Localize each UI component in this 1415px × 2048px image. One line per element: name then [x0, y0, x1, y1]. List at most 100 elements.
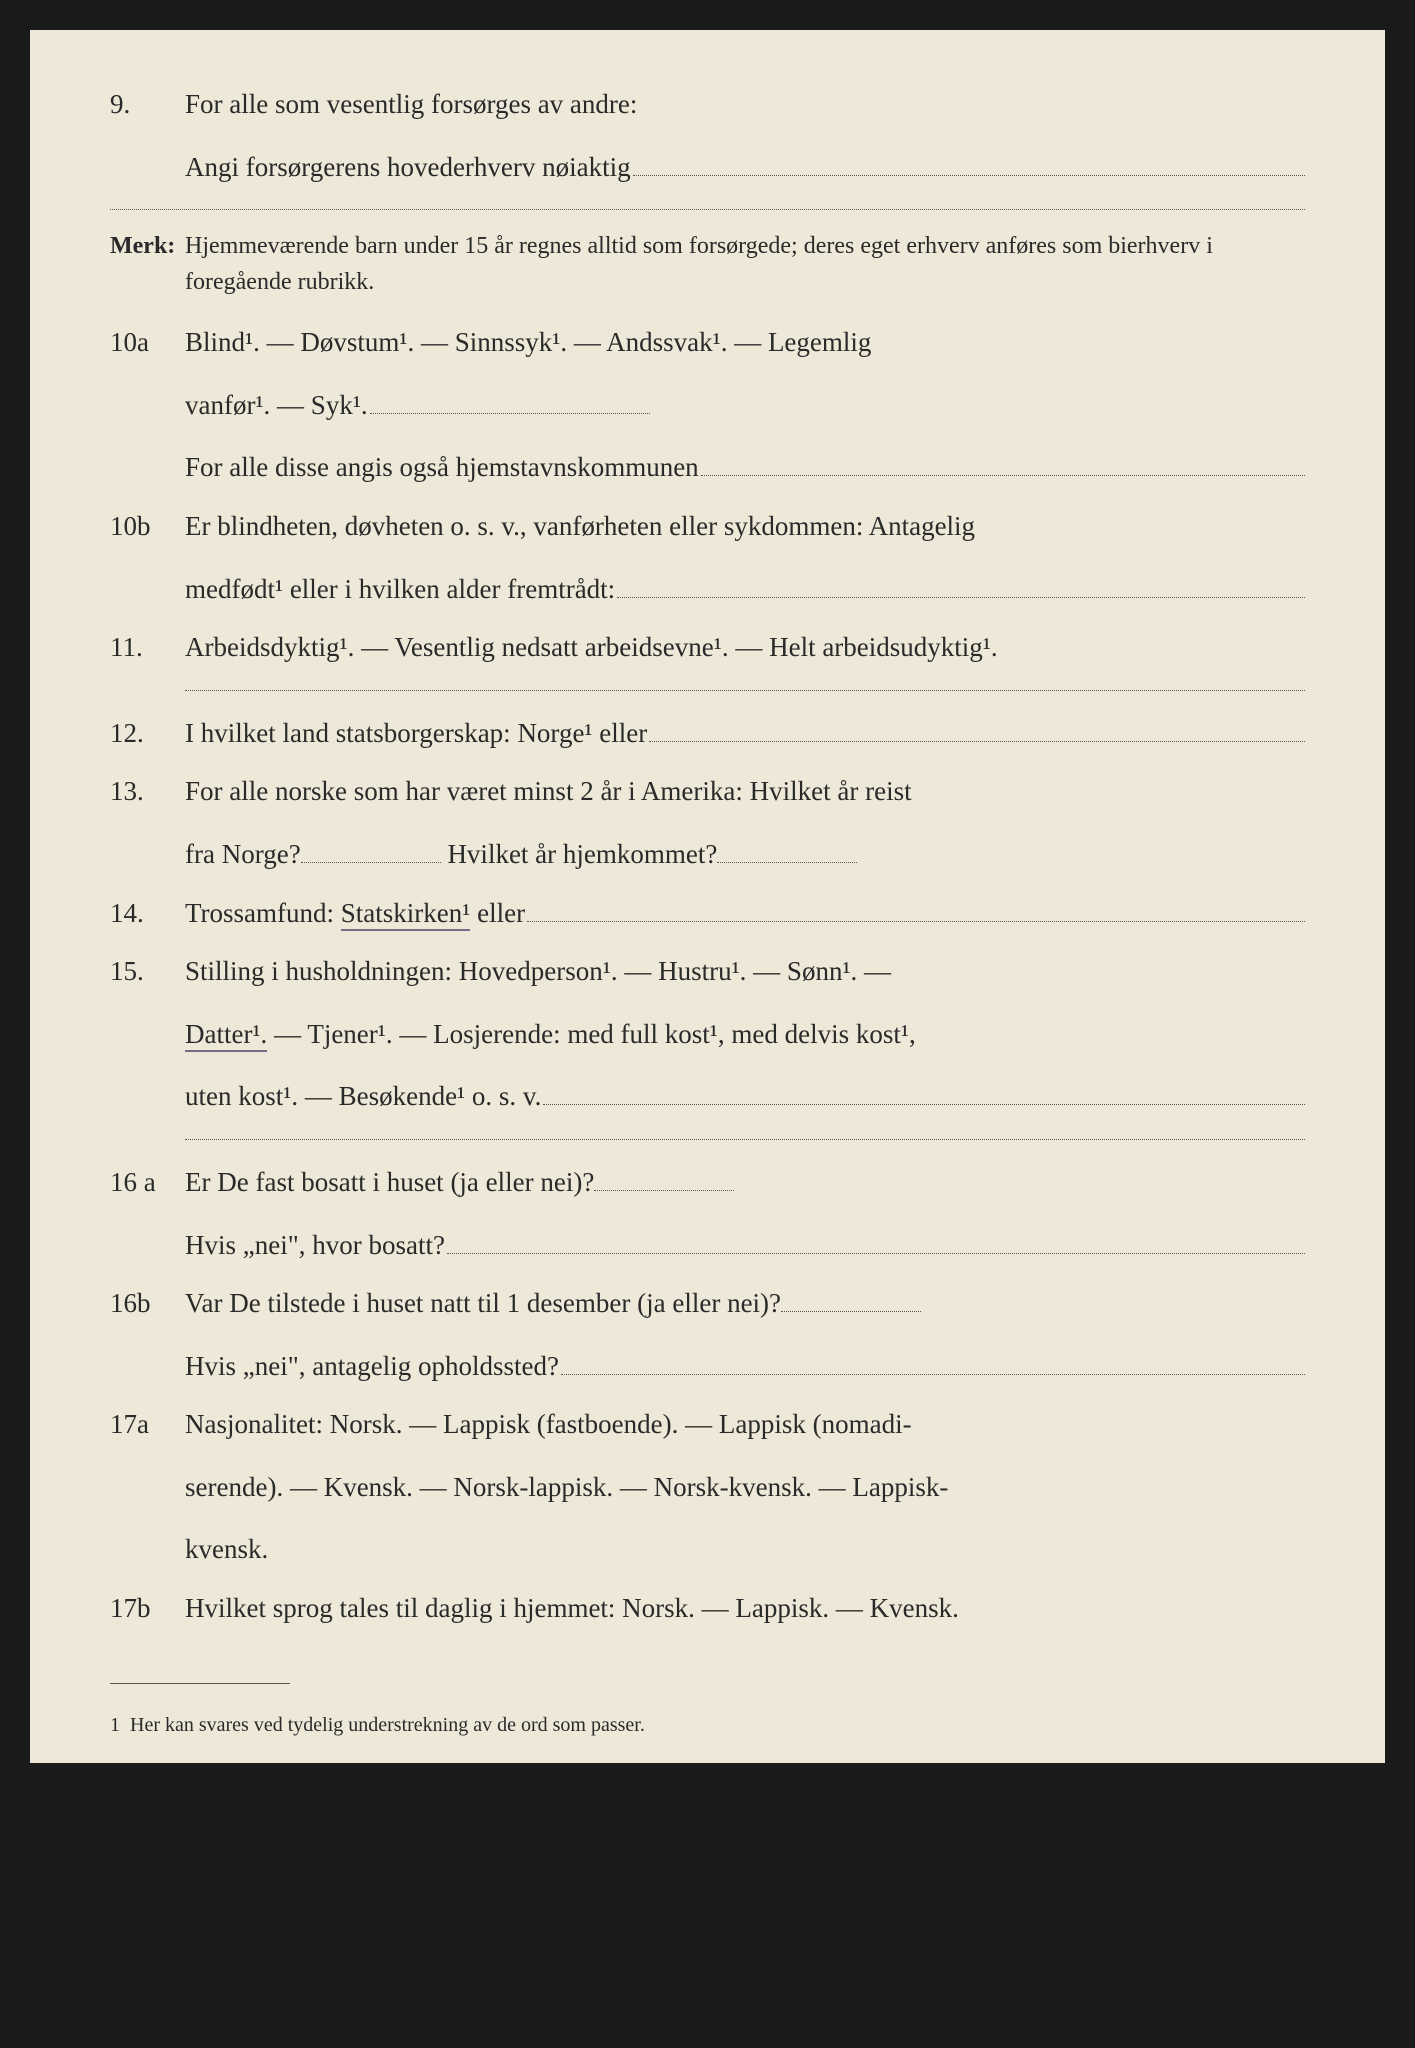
- dotted-fill-line: [781, 1311, 921, 1312]
- question-content: Trossamfund: Statskirken¹ eller: [185, 889, 1305, 938]
- dotted-fill-line: [649, 741, 1305, 742]
- dotted-fill-line: [594, 1190, 734, 1191]
- question-text-row: Var De tilstede i huset natt til 1 desem…: [185, 1279, 1305, 1328]
- footnote-number: 1: [110, 1714, 120, 1736]
- question-text: kvensk.: [185, 1525, 1305, 1574]
- dotted-separator: [185, 1139, 1305, 1140]
- question-text: Hvilket sprog tales til daglig i hjemmet…: [185, 1584, 1305, 1633]
- question-10b: 10b Er blindheten, døvheten o. s. v., va…: [110, 502, 1305, 613]
- fill-line-row: Hvis „nei", hvor bosatt?: [185, 1221, 1305, 1270]
- note-label: Merk:: [110, 228, 185, 300]
- hand-underlined-text: Statskirken¹: [341, 898, 471, 931]
- question-text: uten kost¹. — Besøkende¹ o. s. v.: [185, 1072, 541, 1121]
- question-number: 16b: [110, 1279, 185, 1390]
- question-16b: 16b Var De tilstede i huset natt til 1 d…: [110, 1279, 1305, 1390]
- fill-line-row: vanfør¹. — Syk¹.: [185, 381, 1305, 430]
- question-content: Arbeidsdyktig¹. — Vesentlig nedsatt arbe…: [185, 623, 1305, 672]
- question-text: I hvilket land statsborgerskap: Norge¹ e…: [185, 709, 647, 758]
- question-number: 11.: [110, 623, 185, 672]
- question-content: Er blindheten, døvheten o. s. v., vanfør…: [185, 502, 1305, 613]
- question-17a: 17a Nasjonalitet: Norsk. — Lappisk (fast…: [110, 1400, 1305, 1574]
- question-text: Stilling i husholdningen: Hovedperson¹. …: [185, 947, 1305, 996]
- question-11: 11. Arbeidsdyktig¹. — Vesentlig nedsatt …: [110, 623, 1305, 672]
- question-text: Hvilket år hjemkommet?: [447, 839, 717, 869]
- hand-underlined-text: Datter¹.: [185, 1019, 267, 1052]
- question-number: 13.: [110, 767, 185, 878]
- question-text: Trossamfund: Statskirken¹ eller: [185, 889, 525, 938]
- dotted-fill-line: [717, 862, 857, 863]
- fill-line-row: Hvis „nei", antagelig opholdssted?: [185, 1342, 1305, 1391]
- question-content: For alle som vesentlig forsørges av andr…: [185, 80, 1305, 191]
- fill-line-row: uten kost¹. — Besøkende¹ o. s. v.: [185, 1072, 1305, 1121]
- question-number: 14.: [110, 889, 185, 938]
- dotted-fill-line: [617, 597, 1305, 598]
- question-13: 13. For alle norske som har været minst …: [110, 767, 1305, 878]
- note-text: Hjemmeværende barn under 15 år regnes al…: [185, 228, 1305, 300]
- fill-line-row: For alle disse angis også hjemstavnskomm…: [185, 443, 1305, 492]
- question-text: — Tjener¹. — Losjerende: med full kost¹,…: [267, 1019, 915, 1049]
- question-15: 15. Stilling i husholdningen: Hovedperso…: [110, 947, 1305, 1121]
- question-text: vanfør¹. — Syk¹.: [185, 381, 368, 430]
- document-page: 9. For alle som vesentlig forsørges av a…: [30, 30, 1385, 1763]
- question-number: 10a: [110, 318, 185, 492]
- question-number: 15.: [110, 947, 185, 1121]
- question-text: For alle disse angis også hjemstavnskomm…: [185, 443, 699, 492]
- question-text: Nasjonalitet: Norsk. — Lappisk (fastboen…: [185, 1400, 1305, 1449]
- question-text: medfødt¹ eller i hvilken alder fremtrådt…: [185, 565, 615, 614]
- footnote-rule: [110, 1683, 290, 1692]
- question-text-row: Datter¹. — Tjener¹. — Losjerende: med fu…: [185, 1010, 1305, 1059]
- question-12: 12. I hvilket land statsborgerskap: Norg…: [110, 709, 1305, 758]
- question-number: 10b: [110, 502, 185, 613]
- question-17b: 17b Hvilket sprog tales til daglig i hje…: [110, 1584, 1305, 1633]
- footnote-block: 1 Her kan svares ved tydelig understrekn…: [110, 1653, 1305, 1744]
- question-text: serende). — Kvensk. — Norsk-lappisk. — N…: [185, 1463, 1305, 1512]
- question-content: Blind¹. — Døvstum¹. — Sinnssyk¹. — Andss…: [185, 318, 1305, 492]
- question-content: Er De fast bosatt i huset (ja eller nei)…: [185, 1158, 1305, 1269]
- footnote-text: 1 Her kan svares ved tydelig understrekn…: [110, 1707, 1305, 1743]
- question-content: Hvilket sprog tales til daglig i hjemmet…: [185, 1584, 1305, 1633]
- question-text: Var De tilstede i huset natt til 1 desem…: [185, 1288, 781, 1318]
- text-prefix: Trossamfund:: [185, 898, 341, 928]
- question-number: 12.: [110, 709, 185, 758]
- question-content: Nasjonalitet: Norsk. — Lappisk (fastboen…: [185, 1400, 1305, 1574]
- dotted-fill-line: [301, 862, 441, 863]
- question-text: For alle som vesentlig forsørges av andr…: [185, 80, 1305, 129]
- question-content: For alle norske som har været minst 2 år…: [185, 767, 1305, 878]
- question-content: Var De tilstede i huset natt til 1 desem…: [185, 1279, 1305, 1390]
- question-text: Blind¹. — Døvstum¹. — Sinnssyk¹. — Andss…: [185, 318, 1305, 367]
- question-9: 9. For alle som vesentlig forsørges av a…: [110, 80, 1305, 191]
- question-text: Arbeidsdyktig¹. — Vesentlig nedsatt arbe…: [185, 623, 1305, 672]
- question-text-row: fra Norge? Hvilket år hjemkommet?: [185, 830, 1305, 879]
- question-text: Angi forsørgerens hovederhverv nøiaktig: [185, 143, 631, 192]
- question-content: I hvilket land statsborgerskap: Norge¹ e…: [185, 709, 1305, 758]
- question-text: Hvis „nei", antagelig opholdssted?: [185, 1342, 559, 1391]
- question-number: 16 a: [110, 1158, 185, 1269]
- question-text: fra Norge?: [185, 839, 301, 869]
- dotted-fill-line: [561, 1374, 1305, 1375]
- question-text: Er blindheten, døvheten o. s. v., vanfør…: [185, 502, 1305, 551]
- fill-line-row: medfødt¹ eller i hvilken alder fremtrådt…: [185, 565, 1305, 614]
- dotted-fill-line: [447, 1253, 1305, 1254]
- dotted-fill-line: [633, 175, 1305, 176]
- question-number: 17b: [110, 1584, 185, 1633]
- dotted-fill-line: [370, 413, 650, 414]
- question-text-row: Er De fast bosatt i huset (ja eller nei)…: [185, 1158, 1305, 1207]
- question-text: For alle norske som har været minst 2 år…: [185, 767, 1305, 816]
- text-suffix: eller: [470, 898, 525, 928]
- question-text: Hvis „nei", hvor bosatt?: [185, 1221, 445, 1270]
- dotted-separator: [110, 209, 1305, 210]
- dotted-fill-line: [543, 1104, 1305, 1105]
- dotted-separator: [185, 690, 1305, 691]
- question-14: 14. Trossamfund: Statskirken¹ eller: [110, 889, 1305, 938]
- question-number: 17a: [110, 1400, 185, 1574]
- dotted-fill-line: [701, 475, 1305, 476]
- question-text: Er De fast bosatt i huset (ja eller nei)…: [185, 1167, 594, 1197]
- question-number: 9.: [110, 80, 185, 191]
- footnote-content: Her kan svares ved tydelig understreknin…: [130, 1714, 645, 1736]
- fill-line-row: Angi forsørgerens hovederhverv nøiaktig: [185, 143, 1305, 192]
- dotted-fill-line: [527, 921, 1305, 922]
- question-16a: 16 a Er De fast bosatt i huset (ja eller…: [110, 1158, 1305, 1269]
- question-10a: 10a Blind¹. — Døvstum¹. — Sinnssyk¹. — A…: [110, 318, 1305, 492]
- question-content: Stilling i husholdningen: Hovedperson¹. …: [185, 947, 1305, 1121]
- note-block: Merk: Hjemmeværende barn under 15 år reg…: [110, 228, 1305, 300]
